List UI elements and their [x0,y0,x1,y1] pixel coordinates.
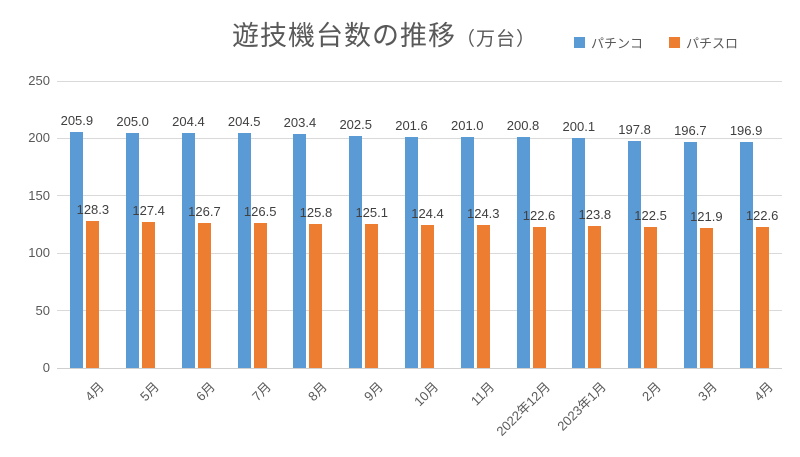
bar-pachinko-8 [460,137,474,368]
x-axis-label-2: 5月 [137,379,163,405]
data-label-pachinko-12: 196.7 [674,123,707,139]
x-axis-label-13: 4月 [750,379,776,405]
bar-pachinko-13 [739,141,753,368]
data-label-pachisuro-5: 125.8 [299,204,333,220]
bar-pachisuro-11 [644,227,658,368]
legend-item-pachinko: パチンコ [573,33,643,52]
bar-pachinko-9 [516,137,530,368]
data-label-pachinko-1: 205.9 [60,112,94,128]
gridline-200 [57,137,782,139]
y-axis-tick-label: 0 [42,360,50,375]
y-axis-tick-label: 150 [28,187,50,203]
data-label-pachisuro-4: 126.5 [243,203,277,219]
bar-pachisuro-9 [532,227,546,368]
data-label-pachisuro-10: 123.8 [578,206,612,222]
gridline-150 [57,195,782,197]
legend-label-pachisuro: パチスロ [685,36,738,51]
data-label-pachinko-3: 204.4 [172,114,205,130]
bar-pachisuro-2 [142,221,156,368]
data-label-pachinko-11: 197.8 [618,121,651,137]
data-label-pachisuro-13: 122.6 [745,208,779,224]
bar-pachinko-1 [70,131,84,368]
data-label-pachinko-7: 201.6 [395,117,428,133]
x-axis-label-1: 4月 [81,379,107,405]
legend-swatch-pachinko-icon [573,37,585,48]
data-label-pachisuro-6: 125.1 [355,205,388,221]
legend-swatch-pachisuro-icon [668,37,680,48]
bar-pachisuro-5 [309,223,323,368]
x-axis-label-12: 3月 [695,379,721,405]
data-label-pachisuro-1: 128.3 [76,201,110,217]
data-label-pachinko-4: 204.5 [227,114,261,130]
chart-title-text: 遊技機台数の推移 [231,21,456,51]
bar-pachinko-12 [683,142,697,368]
y-axis-tick-label: 50 [35,302,50,318]
x-axis-label-5: 8月 [304,379,330,405]
data-label-pachinko-10: 200.1 [562,119,596,135]
data-label-pachisuro-11: 122.5 [634,208,667,224]
bar-pachisuro-7 [421,225,434,368]
data-label-pachisuro-12: 121.9 [690,209,723,225]
x-axis-label-3: 6月 [193,379,219,405]
chart-title: 遊技機台数の推移（万台） [0,14,768,53]
x-axis-label-11: 2月 [639,379,665,405]
gridline-100 [57,252,782,254]
data-label-pachinko-5: 203.4 [283,115,317,131]
legend-item-pachisuro: パチスロ [668,33,738,52]
y-axis-tick-label: 100 [28,245,50,261]
legend: パチンコ パチスロ [573,33,738,52]
data-label-pachisuro-3: 126.7 [188,203,221,219]
data-label-pachinko-9: 200.8 [506,118,540,134]
legend-label-pachinko: パチンコ [590,36,643,51]
bar-pachinko-4 [237,133,251,368]
bar-pachinko-6 [349,135,363,368]
data-label-pachisuro-7: 124.4 [411,206,444,222]
data-label-pachisuro-9: 122.6 [522,208,556,224]
data-label-pachisuro-8: 124.3 [466,206,500,222]
bar-pachinko-2 [126,132,140,368]
bar-pachinko-7 [405,136,418,368]
x-axis-label-9: 2022年12月 [493,379,553,439]
gridline-50 [57,310,782,312]
x-axis-label-10: 2023年1月 [553,379,609,434]
bar-pachisuro-4 [253,222,267,368]
gridline-0 [57,367,782,369]
bar-pachisuro-3 [197,222,211,368]
x-axis-label-6: 9月 [360,379,386,405]
data-label-pachinko-8: 201.0 [450,118,484,134]
gridline-250 [57,80,782,82]
y-axis-tick-label: 250 [28,73,50,88]
bar-pachisuro-12 [699,228,713,368]
bar-pachinko-11 [628,140,642,368]
y-axis-tick-label: 200 [28,130,50,146]
data-label-pachisuro-2: 127.4 [132,202,165,218]
bar-pachinko-10 [572,138,586,368]
chart-title-unit: （万台） [455,29,536,50]
x-axis-label-8: 11月 [467,379,498,409]
bar-pachisuro-6 [365,224,379,368]
x-axis-label-7: 10月 [411,379,442,410]
bar-pachinko-5 [293,134,307,368]
bar-pachinko-3 [181,133,195,368]
bar-pachisuro-8 [476,225,490,368]
data-label-pachinko-6: 202.5 [339,116,372,132]
data-label-pachinko-2: 205.0 [116,113,149,129]
bar-pachisuro-13 [755,227,769,368]
bar-pachisuro-1 [86,220,100,368]
data-label-pachinko-13: 196.9 [729,122,763,138]
bar-pachisuro-10 [588,225,602,368]
x-axis-label-4: 7月 [249,379,274,405]
